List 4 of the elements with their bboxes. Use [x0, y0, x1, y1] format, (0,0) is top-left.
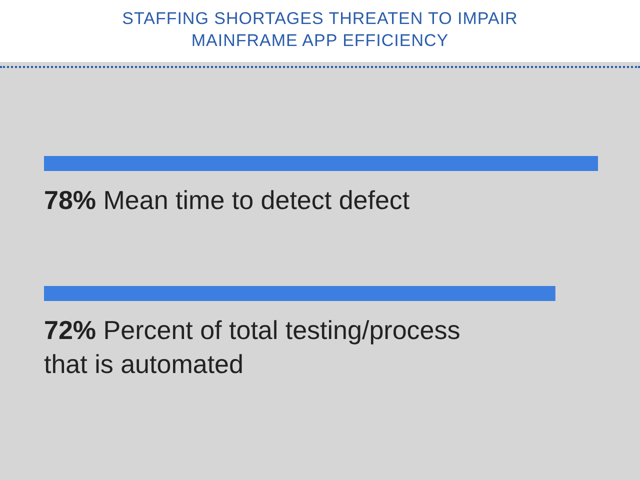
- data-label: 72%: [44, 315, 96, 345]
- data-label: 78%: [44, 185, 96, 215]
- y-tick-label: Mean time to detect defect: [103, 185, 410, 215]
- chart-title: STAFFING SHORTAGES THREATEN TO IMPAIR MAINFRAME APP EFFICIENCY: [121, 8, 519, 52]
